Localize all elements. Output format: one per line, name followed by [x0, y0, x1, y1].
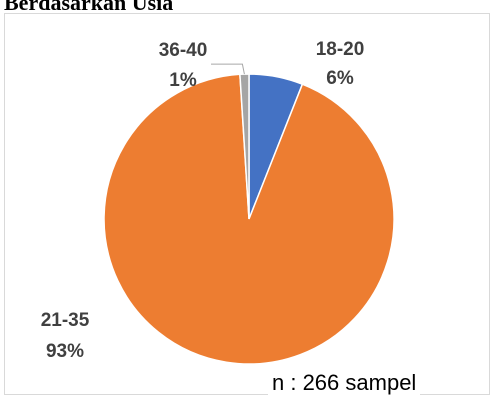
data-label-category-18-20: 18-20 [316, 39, 365, 60]
data-label-percent-18-20: 6% [326, 68, 354, 89]
section-heading: Berdasarkan Usia [4, 0, 173, 12]
pie-chart: 18-20 6% 21-35 93% 36-40 1% [41, 39, 395, 365]
data-label-category-36-40: 36-40 [159, 40, 208, 61]
chart-area: 18-20 6% 21-35 93% 36-40 1% [4, 13, 490, 395]
sample-size-note: n : 266 sampel [268, 370, 421, 395]
data-label-percent-21-35: 93% [46, 341, 84, 362]
data-label-category-21-35: 21-35 [41, 310, 90, 331]
pie-slice-21-35 [103, 73, 395, 365]
data-label-percent-36-40: 1% [169, 70, 197, 91]
leader-line-36-40 [211, 63, 245, 75]
